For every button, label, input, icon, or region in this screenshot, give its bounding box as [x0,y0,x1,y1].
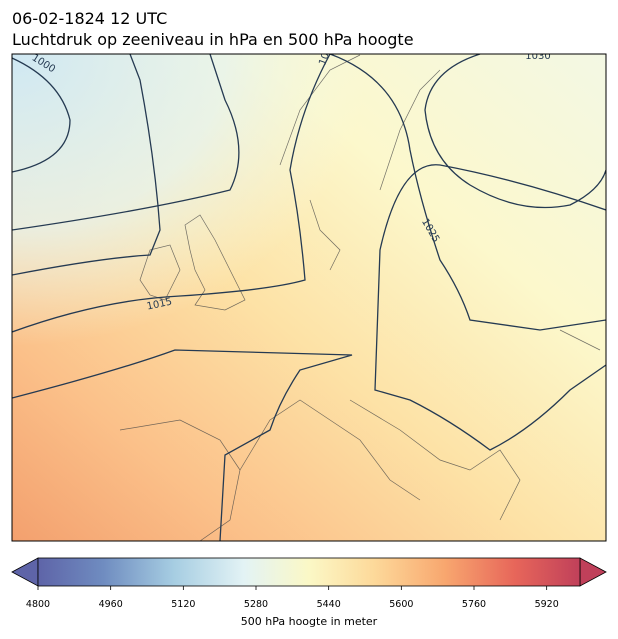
map-frame [11,53,607,542]
colorbar-tick-label: 5440 [317,599,341,610]
isobar [329,54,606,331]
height-field-low [12,54,606,541]
colorbar-tick-label: 5280 [244,599,268,610]
colorbar-tick-label: 5920 [535,599,559,610]
coastline [139,214,246,311]
colorbar-tick-label: 5760 [462,599,486,610]
map-area: 1000 10 1015 1025 1030 [12,51,606,541]
isobar [12,54,331,333]
colorbar-body [37,557,581,587]
contour-label: 1030 [525,51,550,62]
colorbar-tick-label: 4800 [26,599,50,610]
colorbar: 500 hPa hoogte in meter 4800 4960 5120 5280… [11,557,607,628]
isobar [12,349,353,541]
date-label: 06-02-1824 12 UTC [12,9,168,28]
isobar [424,54,606,209]
colorbar-tick-label: 5600 [389,599,413,610]
colorbar-extend-low [11,557,39,587]
isobar [12,57,71,173]
contour-label: 1015 [146,297,173,313]
colorbar-label: 500 hPa hoogte in meter [241,615,378,628]
contour-label: 10 [317,51,332,67]
isobar [374,164,606,451]
isobar [12,54,240,231]
isobar [12,54,161,276]
colorbar-tick-label: 4960 [99,599,123,610]
colorbar-tick-label: 5120 [171,599,195,610]
coastline [119,54,601,541]
colorbar-extend-high [579,557,607,587]
map-title: Luchtdruk op zeeniveau in hPa en 500 hPa… [12,30,414,49]
